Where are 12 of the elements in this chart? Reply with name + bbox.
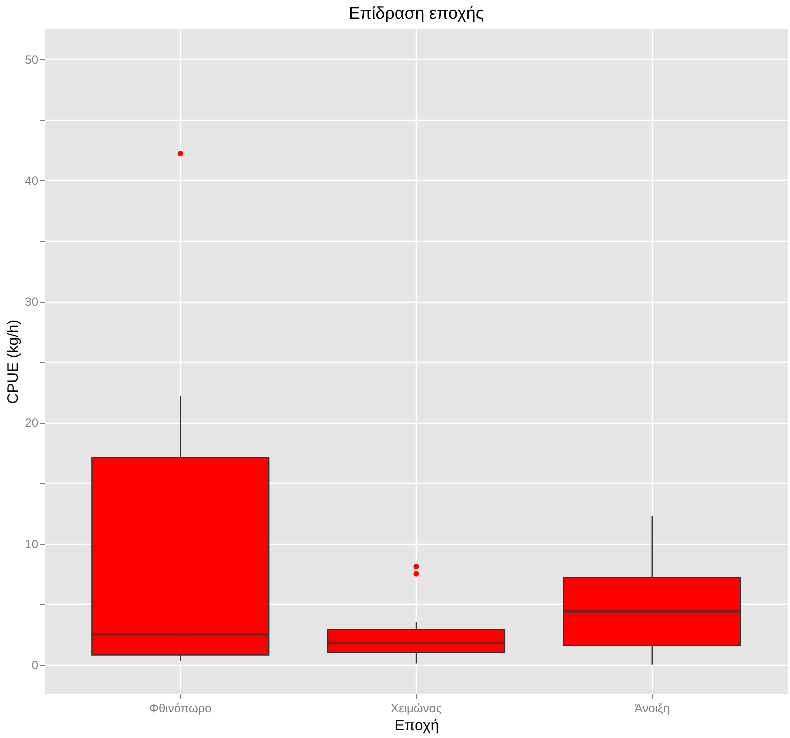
x-tick-label: Άνοιξη	[634, 702, 670, 716]
y-tick-label: 30	[25, 295, 39, 310]
y-tick-label: 0	[32, 658, 39, 672]
y-tick-label: 50	[25, 52, 39, 67]
y-tick-label: 10	[25, 537, 39, 552]
x-tick-label: Χειμώνας	[390, 702, 442, 716]
y-axis-title: CPUE (kg/h)	[5, 320, 22, 404]
y-tick-label: 20	[25, 416, 39, 430]
y-tick-label: 40	[25, 174, 39, 188]
chart-title: Επίδραση εποχής	[348, 4, 484, 23]
x-axis-title: Εποχή	[394, 718, 440, 734]
x-tick-label: Φθινόπωρο	[149, 702, 212, 716]
